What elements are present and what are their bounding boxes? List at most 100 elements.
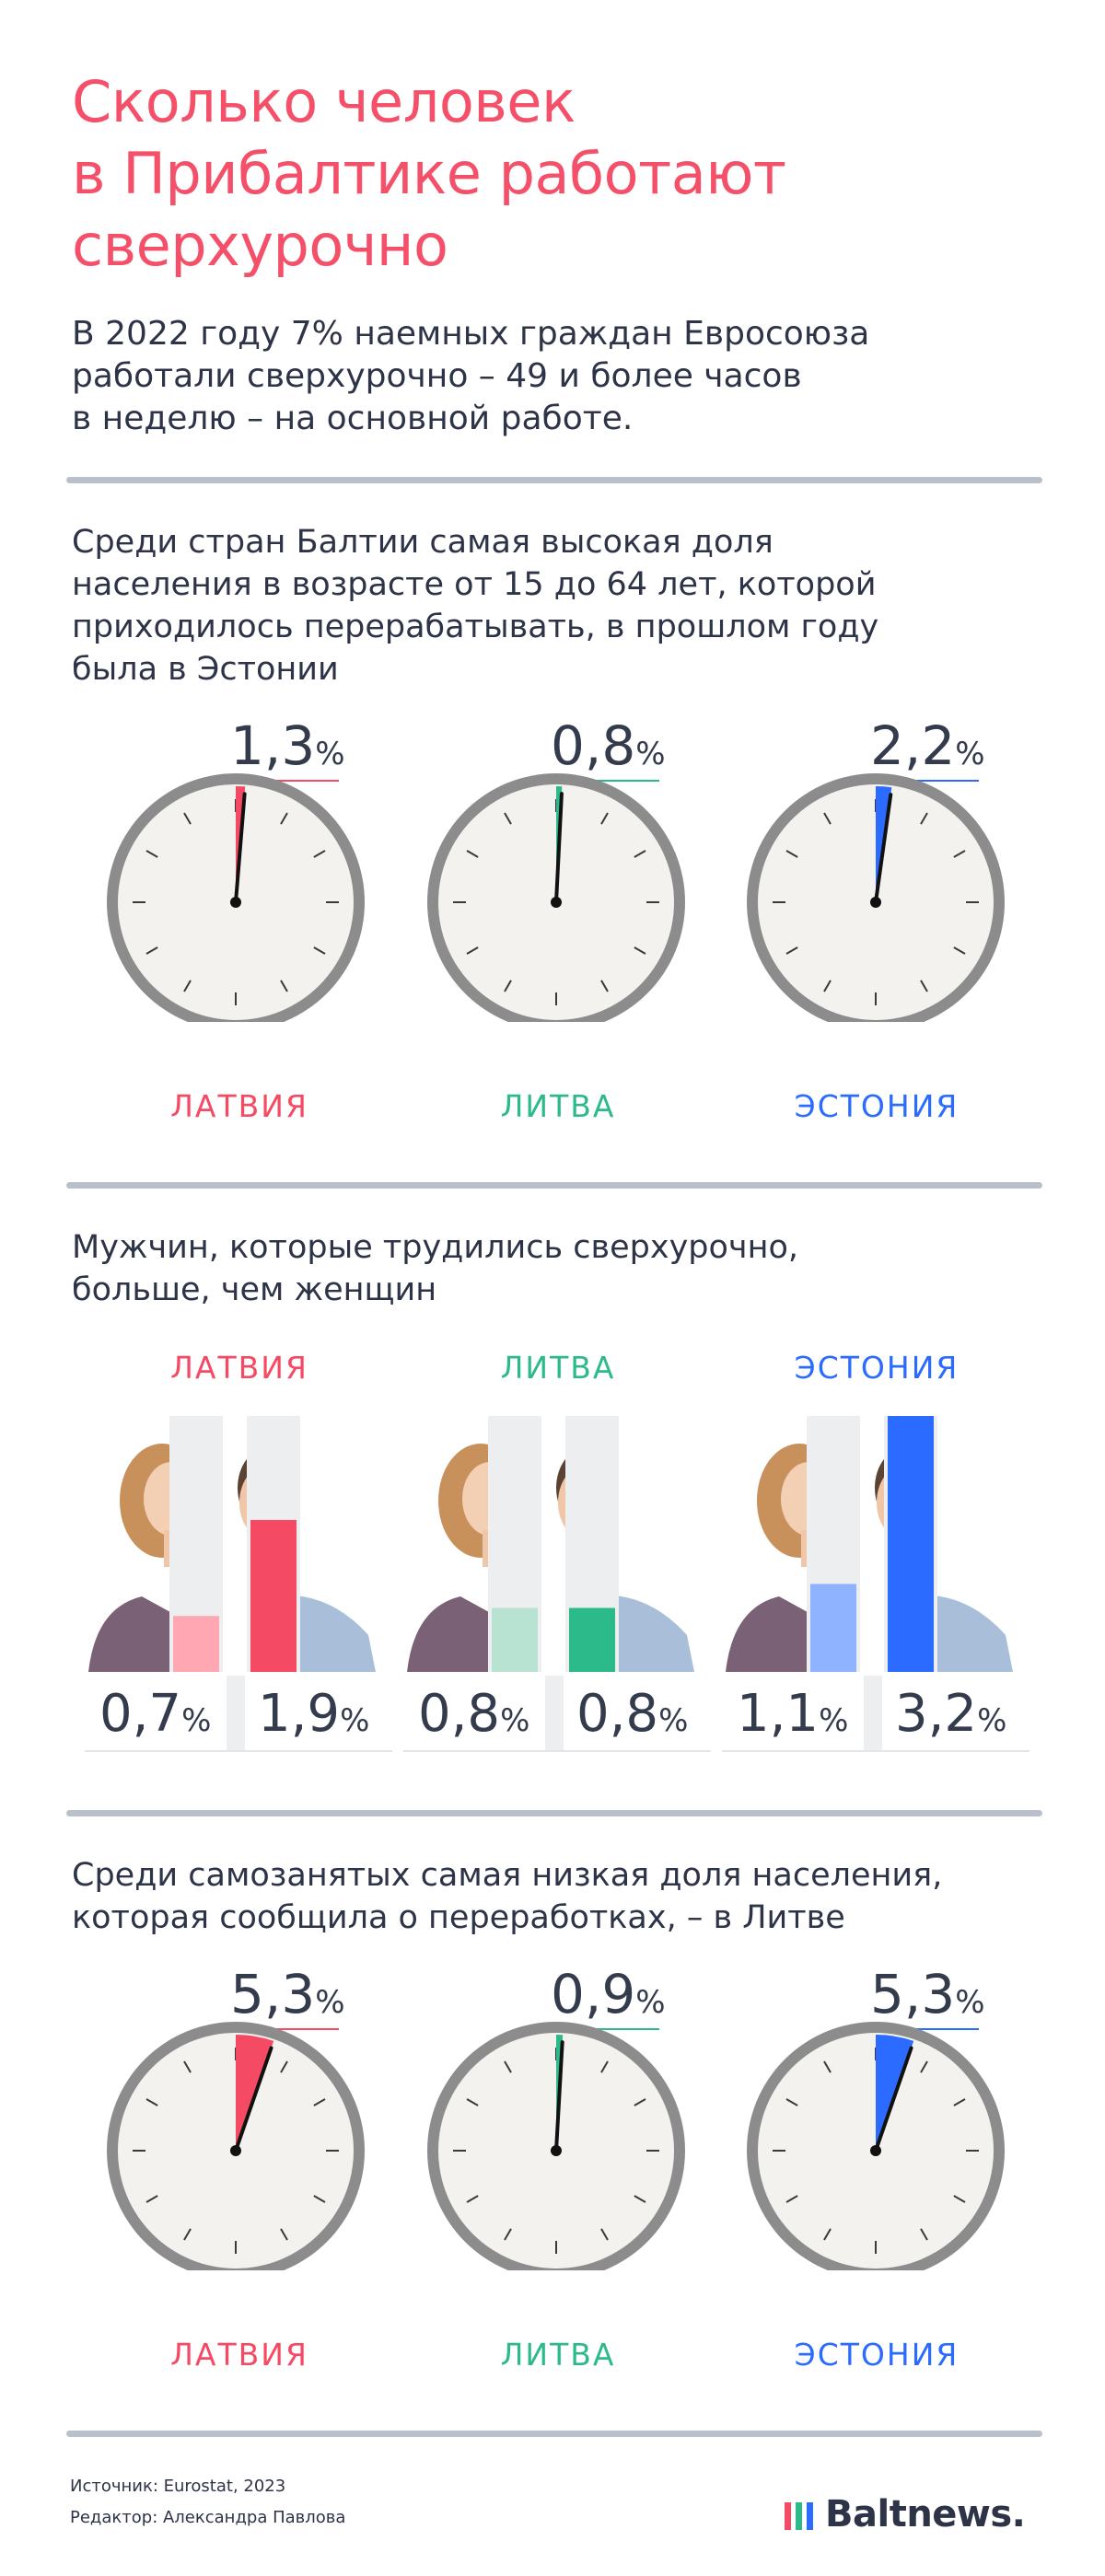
- lead-line: работали сверхурочно – 49 и более часов: [72, 357, 802, 395]
- clock-chart-3: 5,3% 0,9% 5,3%: [107, 1967, 1005, 2270]
- clock-tick: [953, 2195, 966, 2203]
- clock-tick: [785, 2098, 798, 2106]
- clock-tick: [785, 850, 798, 858]
- clock-tick: [823, 980, 832, 992]
- brand-logo-icon: [785, 2502, 813, 2530]
- country-label-latvia: ЛАТВИЯ: [170, 1350, 308, 1386]
- clock-tick: [600, 980, 609, 992]
- clock-tick: [280, 980, 288, 992]
- clock-tick: [145, 850, 158, 858]
- country-label-estonia: ЭСТОНИЯ: [794, 2337, 960, 2373]
- clock-tick: [600, 2060, 609, 2073]
- bar-value-label: 0,7%: [99, 1684, 211, 1744]
- divider: [66, 477, 1042, 483]
- bar-value-label: 0,8%: [418, 1684, 529, 1744]
- clock-tick: [504, 2060, 512, 2073]
- clock-center: [551, 897, 562, 908]
- clock-tick: [785, 2195, 798, 2203]
- page-title: Сколько человек в Прибалтике работают св…: [72, 66, 1039, 282]
- clock-tick: [280, 2060, 288, 2073]
- clock-tick: [280, 2228, 288, 2241]
- bar: [492, 1607, 538, 1672]
- clock-value-label: 5,3%: [230, 1967, 345, 2025]
- clock-tick: [466, 2195, 479, 2203]
- divider: [66, 2431, 1042, 2437]
- clock-hand: [554, 792, 564, 904]
- clock-tick: [920, 812, 928, 825]
- section-title-line: Мужчин, которые трудились сверхурочно,: [72, 1229, 799, 1266]
- country-label-lithuania: ЛИТВА: [500, 2337, 616, 2373]
- clock-tick: [183, 980, 192, 992]
- clock-3: 2,2%: [747, 718, 1005, 1022]
- clock-tick: [466, 850, 479, 858]
- title-line: в Прибалтике работают: [72, 140, 786, 207]
- clock-tick: [504, 980, 512, 992]
- clock-tick: [600, 812, 609, 825]
- source-note: Источник: Eurostat, 2023: [70, 2477, 286, 2496]
- clock-tick: [183, 2228, 192, 2241]
- country-label-latvia: ЛАТВИЯ: [170, 1088, 308, 1124]
- clock-center: [870, 2145, 881, 2156]
- brand-name: Baltnews.: [825, 2493, 1026, 2535]
- clock-tick: [504, 2228, 512, 2241]
- section-title-line: больше, чем женщин: [72, 1271, 437, 1308]
- lead-line: В 2022 году 7% наемных граждан Евросоюза: [72, 315, 870, 353]
- clock-tick: [920, 2060, 928, 2073]
- clock-tick: [823, 2228, 832, 2241]
- clock-tick: [634, 946, 646, 955]
- section-title-line: приходилось перерабатывать, в прошлом го…: [72, 609, 879, 645]
- bar: [810, 1584, 856, 1672]
- clock-tick: [280, 812, 288, 825]
- clock-tick: [313, 2195, 326, 2203]
- clock-tick: [600, 2228, 609, 2241]
- clock-tick: [634, 2195, 646, 2203]
- clock-chart-1: 1,3% 0,8% 2,2%: [107, 718, 1005, 1022]
- clock-center: [870, 897, 881, 908]
- clock-value-label: 5,3%: [870, 1967, 985, 2025]
- clock-hand: [874, 793, 893, 904]
- bar-value-label: 1,9%: [258, 1684, 369, 1744]
- woman-body: [726, 1596, 816, 1672]
- title-line: сверхурочно: [72, 212, 448, 279]
- clock-tick: [504, 812, 512, 825]
- clock-tick: [953, 850, 966, 858]
- clock-tick: [183, 2060, 192, 2073]
- woman-body: [88, 1596, 179, 1672]
- clock-2: 0,9%: [427, 1967, 685, 2270]
- bar-value-label: 0,8%: [576, 1684, 688, 1744]
- section-title-2: Мужчин, которые трудились сверхурочно, б…: [72, 1226, 1048, 1311]
- gender-group-2: 0,8% 0,8%: [403, 1416, 711, 1752]
- clock-tick: [466, 946, 479, 955]
- country-label-estonia: ЭСТОНИЯ: [794, 1350, 960, 1386]
- clock-tick: [313, 850, 326, 858]
- value-row-separator: [864, 1676, 882, 1751]
- clock-tick: [920, 2228, 928, 2241]
- value-row-separator: [545, 1676, 564, 1751]
- clock-tick: [313, 946, 326, 955]
- country-label-latvia: ЛАТВИЯ: [170, 2337, 308, 2373]
- section-title-line: которая сообщила о переработках, – в Лит…: [72, 1899, 845, 1936]
- clock-tick: [920, 980, 928, 992]
- clock-value-label: 2,2%: [870, 718, 985, 777]
- bar: [173, 1616, 219, 1672]
- lead-line: в неделю – на основной работе.: [72, 400, 634, 437]
- section-title-1: Среди стран Балтии самая высокая доля на…: [72, 521, 1048, 690]
- clock-tick: [634, 850, 646, 858]
- country-label-lithuania: ЛИТВА: [500, 1350, 616, 1386]
- gender-group-1: 0,7% 1,9%: [85, 1416, 392, 1752]
- clock-tick: [823, 2060, 832, 2073]
- clock-tick: [785, 946, 798, 955]
- clock-center: [230, 2145, 241, 2156]
- clock-center: [230, 897, 241, 908]
- section-title-3: Среди самозанятых самая низкая доля насе…: [72, 1854, 1048, 1939]
- clock-1: 1,3%: [107, 718, 365, 1022]
- clock-hand: [874, 2046, 913, 2152]
- bar: [569, 1607, 615, 1672]
- gender-group-3: 1,1% 3,2%: [722, 1416, 1029, 1752]
- country-label-lithuania: ЛИТВА: [500, 1088, 616, 1124]
- bar: [888, 1416, 934, 1672]
- clock-tick: [823, 812, 832, 825]
- editor-note: Редактор: Александра Павлова: [70, 2508, 346, 2527]
- bar-value-label: 1,1%: [737, 1684, 848, 1744]
- clock-2: 0,8%: [427, 718, 685, 1022]
